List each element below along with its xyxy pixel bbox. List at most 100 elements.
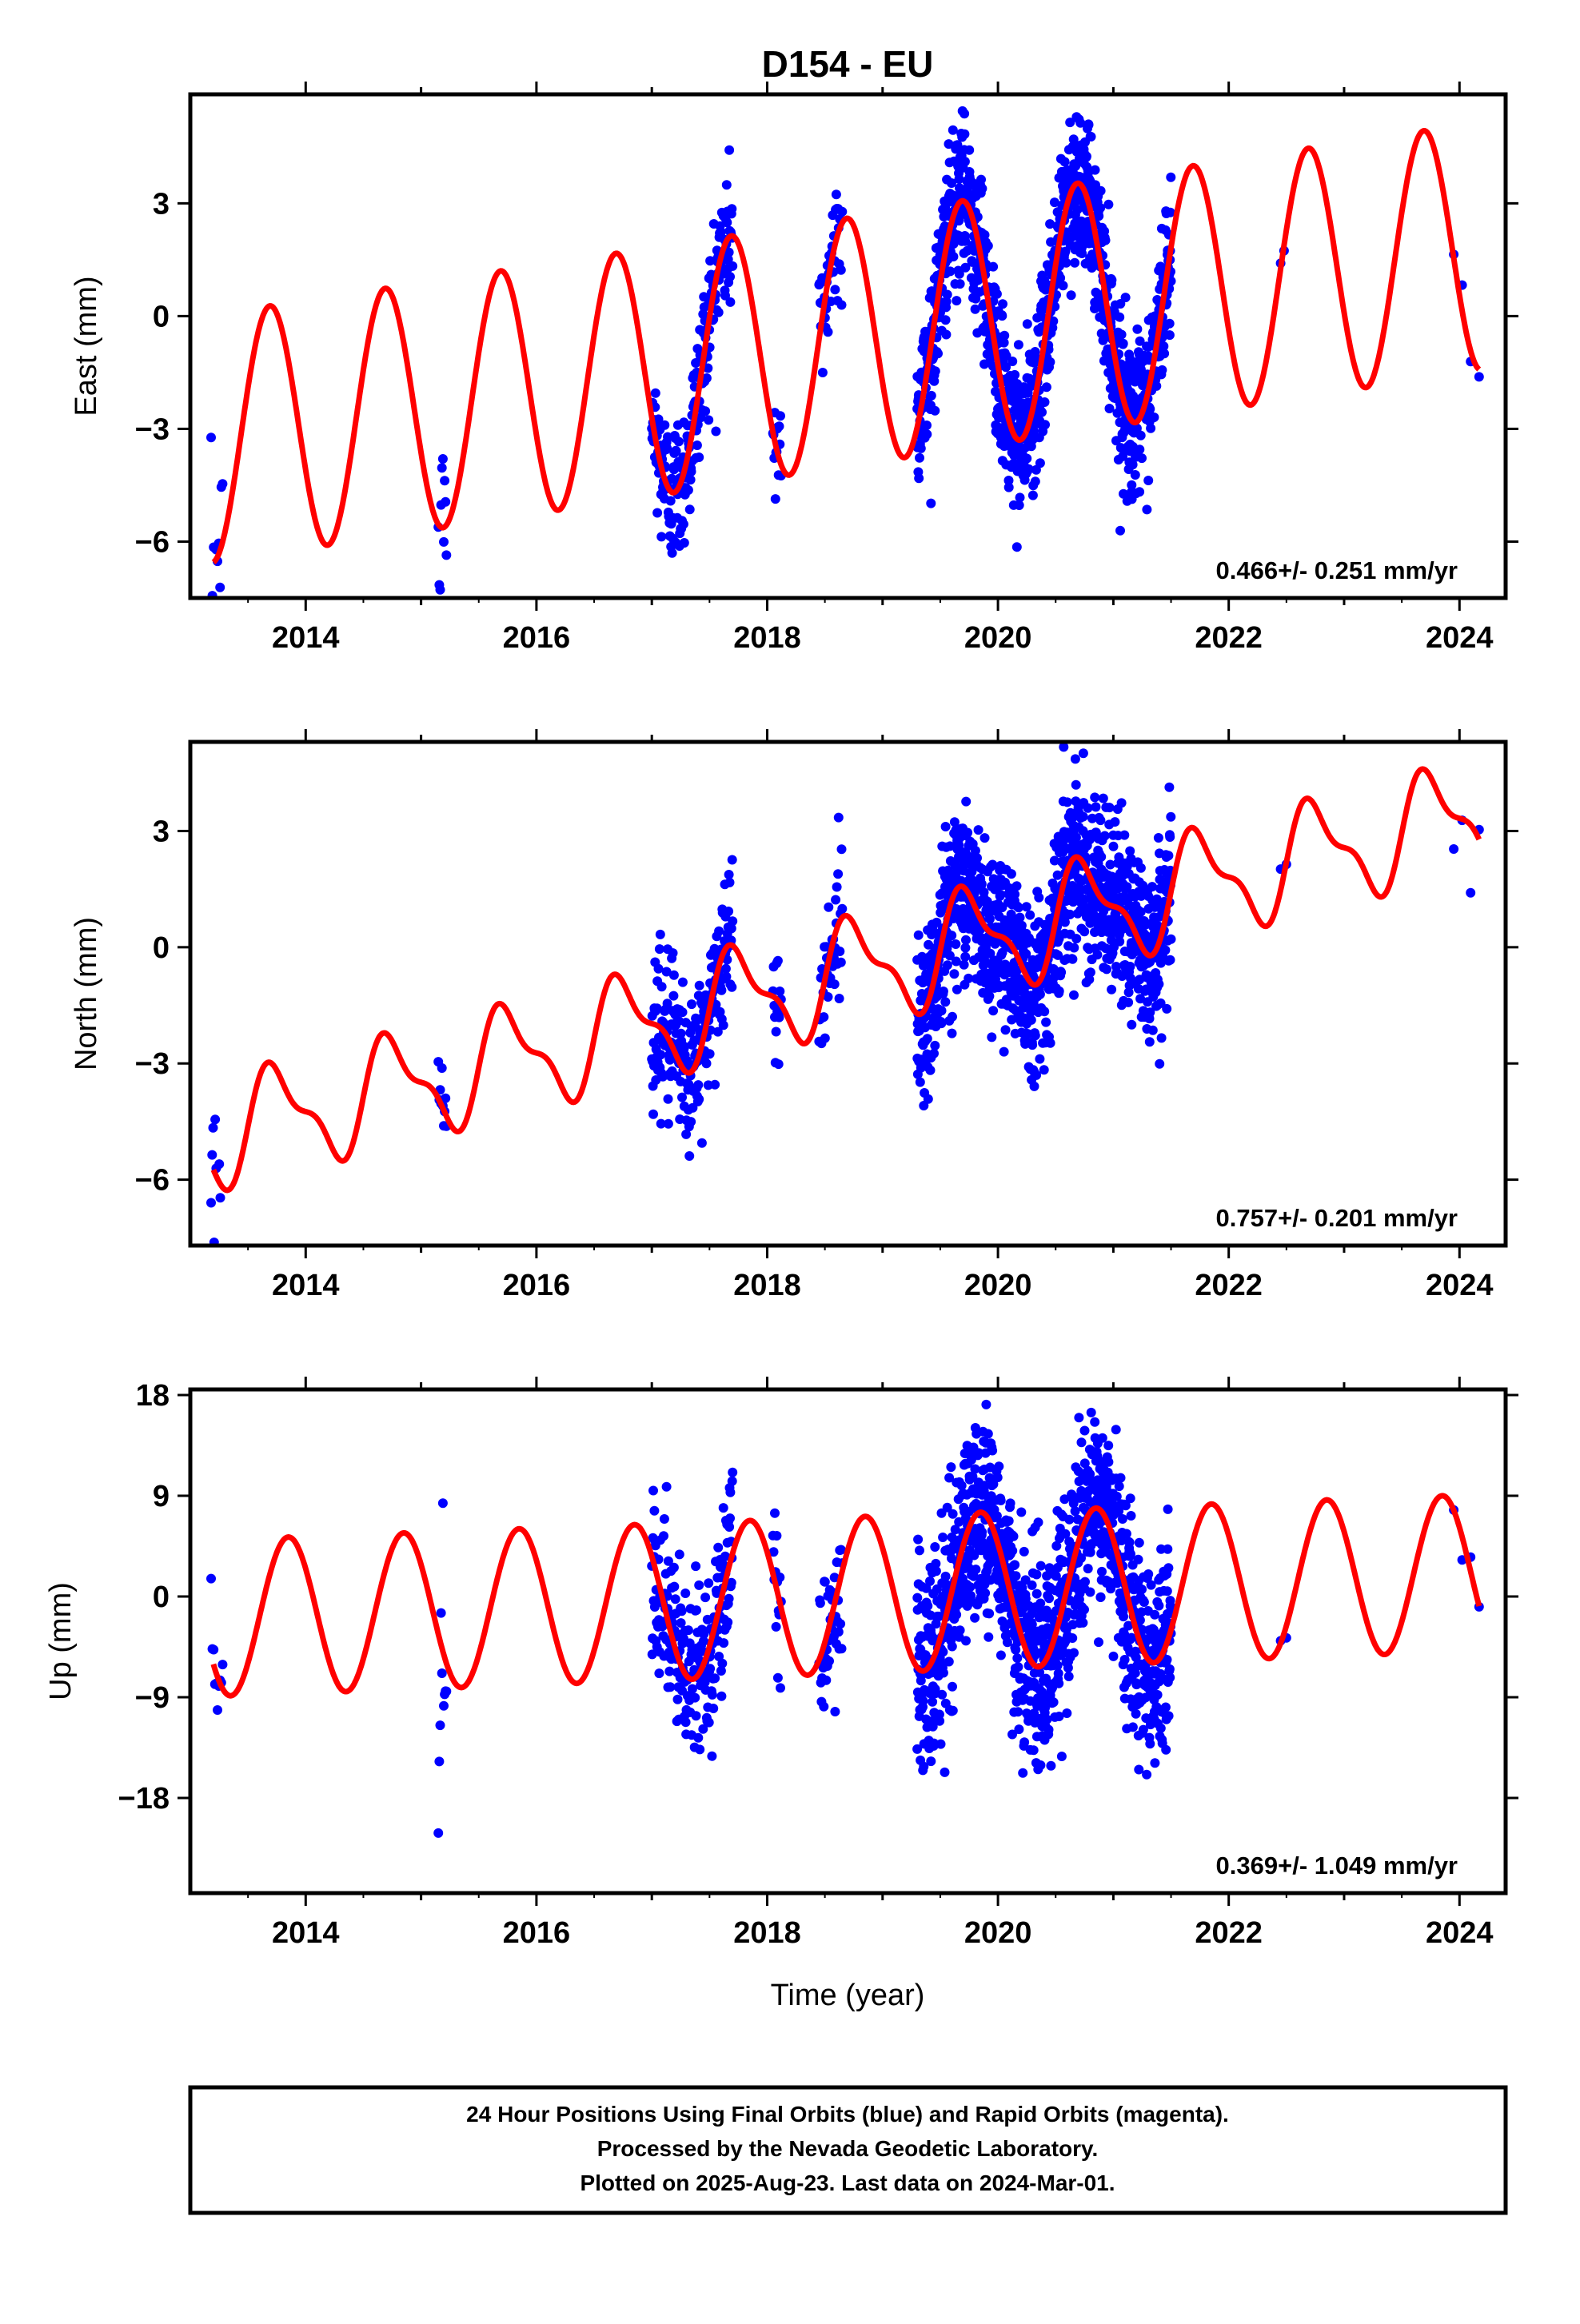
y-tick-label: −18	[118, 1782, 170, 1816]
data-point	[667, 548, 677, 558]
data-point	[649, 1602, 660, 1612]
data-point	[977, 1527, 988, 1537]
x-tick-label: 2020	[964, 621, 1032, 655]
data-point	[1074, 1413, 1084, 1423]
data-point	[923, 1600, 933, 1611]
data-point	[668, 970, 679, 980]
data-point	[940, 1571, 951, 1581]
data-point	[1048, 1697, 1059, 1708]
data-point	[1145, 1739, 1155, 1749]
data-point	[1023, 464, 1034, 474]
data-point	[831, 895, 841, 905]
data-point	[1119, 1655, 1130, 1664]
data-point	[1046, 1760, 1056, 1771]
data-point	[913, 1534, 924, 1545]
data-point	[1041, 1017, 1051, 1027]
data-point	[834, 994, 844, 1003]
data-point	[656, 1118, 666, 1129]
data-point	[700, 406, 711, 417]
data-point	[1083, 120, 1094, 130]
data-point	[1027, 1040, 1038, 1050]
data-point	[656, 982, 667, 992]
data-point	[1116, 798, 1127, 808]
data-point	[984, 914, 995, 924]
data-point	[1111, 1491, 1122, 1501]
x-tick-label: 2024	[1426, 1916, 1494, 1950]
data-point	[937, 1689, 948, 1700]
data-point	[935, 1716, 945, 1726]
data-point	[1146, 423, 1156, 433]
data-point	[938, 1533, 948, 1542]
data-point	[1149, 413, 1159, 422]
data-point	[956, 1481, 967, 1491]
data-point	[698, 1636, 708, 1646]
data-point	[659, 1514, 669, 1524]
data-point	[1040, 1703, 1050, 1713]
data-point	[728, 1467, 738, 1477]
data-point	[700, 1593, 711, 1603]
data-point	[948, 125, 958, 135]
data-point	[830, 285, 840, 295]
data-point	[1107, 984, 1117, 995]
data-point	[434, 1756, 445, 1767]
data-point	[1160, 1702, 1171, 1712]
data-point	[971, 1565, 981, 1575]
data-point	[724, 907, 734, 916]
data-point	[1043, 1724, 1054, 1735]
data-point	[1166, 172, 1176, 182]
data-point	[963, 827, 973, 838]
data-point	[662, 443, 672, 453]
data-point	[823, 327, 833, 337]
data-point	[1449, 844, 1459, 854]
data-point	[980, 833, 990, 843]
data-point	[704, 1717, 714, 1728]
data-point	[1079, 927, 1090, 937]
data-point	[1042, 1571, 1052, 1581]
data-point	[915, 452, 924, 463]
data-point	[1052, 1660, 1063, 1671]
data-point	[713, 1542, 724, 1553]
data-point	[1136, 891, 1147, 901]
data-point	[1078, 811, 1088, 822]
data-point	[947, 1028, 957, 1038]
data-point	[1134, 1764, 1144, 1775]
data-point	[947, 931, 957, 941]
data-point	[930, 1542, 940, 1552]
data-point	[1007, 1545, 1018, 1556]
data-point	[701, 373, 712, 383]
data-point	[1011, 1571, 1021, 1581]
x-tick-label: 2022	[1195, 1916, 1263, 1950]
data-point	[936, 1018, 947, 1029]
data-point	[206, 1198, 216, 1208]
x-tick-label: 2014	[272, 621, 340, 655]
data-point	[1125, 962, 1135, 971]
x-tick-label: 2024	[1426, 1269, 1494, 1302]
data-point	[984, 991, 995, 1001]
data-point	[1054, 986, 1064, 996]
data-point	[985, 948, 995, 959]
data-point	[674, 1549, 684, 1560]
data-point	[1135, 863, 1146, 873]
data-point	[815, 1598, 825, 1608]
data-point	[722, 955, 732, 965]
data-point	[1027, 1580, 1037, 1590]
data-point	[836, 1545, 846, 1555]
data-point	[1025, 910, 1035, 920]
data-point	[437, 454, 448, 464]
data-point	[435, 1720, 445, 1731]
data-point	[676, 1606, 687, 1616]
data-point	[770, 1508, 780, 1518]
data-point	[1031, 1589, 1042, 1599]
data-point	[988, 1006, 999, 1016]
data-point	[1119, 1612, 1128, 1622]
data-point	[999, 330, 1010, 341]
data-point	[654, 944, 664, 955]
data-point	[1065, 909, 1075, 919]
y-tick-label: −9	[135, 1681, 170, 1715]
data-point	[931, 1558, 941, 1569]
data-point	[988, 261, 999, 272]
data-point	[1039, 276, 1050, 286]
y-tick-label: 3	[153, 187, 170, 221]
